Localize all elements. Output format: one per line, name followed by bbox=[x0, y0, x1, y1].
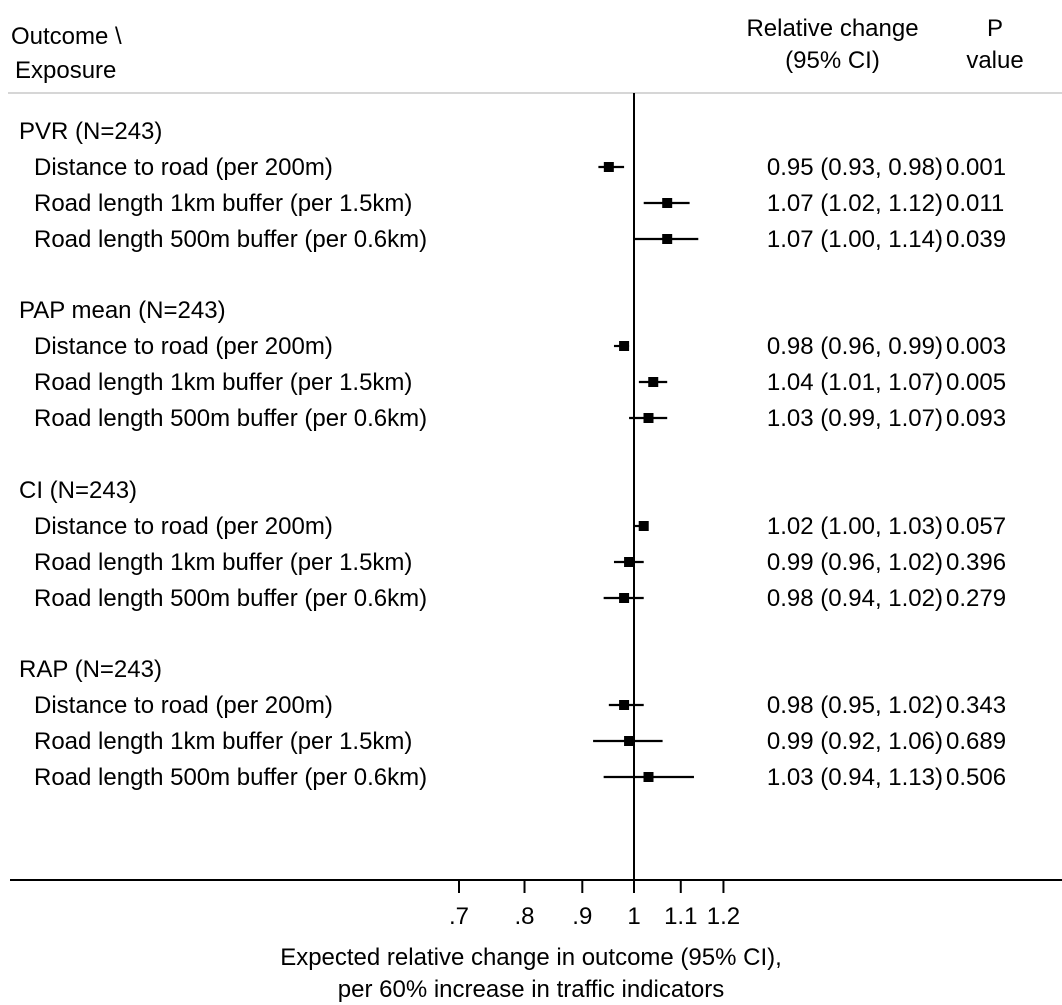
estimate-ci-text: 1.04 (1.01, 1.07) bbox=[767, 369, 943, 396]
exposure-label: Distance to road (per 200m) bbox=[34, 692, 333, 719]
estimate-ci-text: 1.07 (1.02, 1.12) bbox=[767, 190, 943, 217]
p-value-text: 0.279 bbox=[946, 585, 1006, 612]
point-estimate bbox=[619, 341, 630, 351]
exposure-label: Distance to road (per 200m) bbox=[34, 154, 333, 181]
point-estimate bbox=[619, 700, 630, 710]
plot-lines bbox=[8, 92, 1062, 881]
estimate-ci-text: 0.99 (0.96, 1.02) bbox=[767, 549, 943, 576]
p-value-text: 0.011 bbox=[946, 190, 1004, 217]
outcome-header-line1: Outcome \ bbox=[11, 23, 122, 50]
outcome-header-line2: Exposure bbox=[15, 57, 117, 84]
x-tick-label: 1.1 bbox=[664, 903, 697, 930]
group-label: CI (N=243) bbox=[19, 477, 137, 504]
point-estimate bbox=[619, 593, 630, 603]
x-axis: .7 .8 .9 1 1.1 1.2 bbox=[449, 880, 740, 930]
estimate-ci-text: 1.03 (0.99, 1.07) bbox=[767, 405, 943, 432]
p-value-text: 0.343 bbox=[946, 692, 1006, 719]
point-estimate bbox=[643, 772, 654, 782]
exposure-label: Road length 500m buffer (per 0.6km) bbox=[34, 764, 427, 791]
x-tick-label: .8 bbox=[515, 903, 535, 930]
p-value-text: 0.003 bbox=[946, 333, 1006, 360]
p-value-text: 0.093 bbox=[946, 405, 1006, 432]
exposure-label: Distance to road (per 200m) bbox=[34, 513, 333, 540]
p-value-text: 0.057 bbox=[946, 513, 1006, 540]
x-tick-label: 1 bbox=[627, 903, 640, 930]
x-tick-label: .7 bbox=[449, 903, 469, 930]
x-tick-label: .9 bbox=[572, 903, 592, 930]
point-estimate bbox=[643, 413, 654, 423]
point-estimate bbox=[603, 162, 614, 172]
exposure-label: Road length 1km buffer (per 1.5km) bbox=[34, 549, 412, 576]
estimate-ci-text: 1.07 (1.00, 1.14) bbox=[767, 226, 943, 253]
p-value-text: 0.005 bbox=[946, 369, 1006, 396]
p-value-text: 0.506 bbox=[946, 764, 1006, 791]
point-estimate bbox=[662, 234, 673, 244]
x-axis-label-line2: per 60% increase in traffic indicators bbox=[337, 976, 725, 1003]
estimate-ci-text: 0.98 (0.95, 1.02) bbox=[767, 692, 943, 719]
x-tick-label: 1.2 bbox=[707, 903, 740, 930]
p-value-text: 0.396 bbox=[946, 549, 1006, 576]
relative-change-header-line1: Relative change bbox=[746, 15, 919, 42]
exposure-label: Road length 1km buffer (per 1.5km) bbox=[34, 728, 412, 755]
estimate-ci-text: 0.98 (0.94, 1.02) bbox=[767, 585, 943, 612]
point-estimate bbox=[624, 736, 635, 746]
exposure-label: Road length 500m buffer (per 0.6km) bbox=[34, 226, 427, 253]
p-value-text: 0.689 bbox=[946, 728, 1006, 755]
estimate-ci-text: 1.03 (0.94, 1.13) bbox=[767, 764, 943, 791]
exposure-label: Road length 1km buffer (per 1.5km) bbox=[34, 369, 412, 396]
point-estimate bbox=[624, 557, 635, 567]
point-estimate bbox=[662, 198, 673, 208]
exposure-label: Road length 500m buffer (per 0.6km) bbox=[34, 405, 427, 432]
estimate-ci-text: 1.02 (1.00, 1.03) bbox=[767, 513, 943, 540]
p-value-text: 0.039 bbox=[946, 226, 1006, 253]
exposure-label: Road length 1km buffer (per 1.5km) bbox=[34, 190, 412, 217]
point-estimate bbox=[648, 377, 659, 387]
p-value-text: 0.001 bbox=[946, 154, 1006, 181]
p-value-header-line1: P bbox=[986, 15, 1003, 42]
p-value-header-line2: value bbox=[966, 47, 1024, 74]
relative-change-header-line2: (95% CI) bbox=[785, 47, 880, 74]
point-estimate bbox=[638, 521, 649, 531]
estimate-ci-text: 0.95 (0.93, 0.98) bbox=[767, 154, 943, 181]
exposure-label: Road length 500m buffer (per 0.6km) bbox=[34, 585, 427, 612]
x-axis-label-line1: Expected relative change in outcome (95%… bbox=[280, 944, 782, 971]
group-label: PVR (N=243) bbox=[19, 118, 162, 145]
group-label: PAP mean (N=243) bbox=[19, 297, 226, 324]
exposure-label: Distance to road (per 200m) bbox=[34, 333, 333, 360]
estimate-ci-text: 0.99 (0.92, 1.06) bbox=[767, 728, 943, 755]
estimate-ci-text: 0.98 (0.96, 0.99) bbox=[767, 333, 943, 360]
plot-rows: PVR (N=243) Distance to road (per 200m) 0.… bbox=[19, 118, 1006, 791]
group-label: RAP (N=243) bbox=[19, 656, 162, 683]
